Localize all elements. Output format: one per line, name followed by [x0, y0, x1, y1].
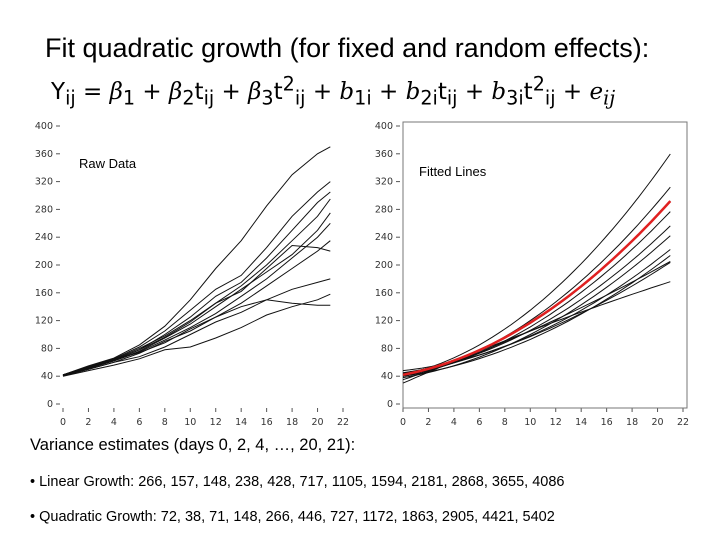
- x-tick-label: 2: [425, 417, 431, 428]
- x-tick-label: 10: [524, 417, 536, 428]
- series-line: [62, 240, 331, 377]
- y-tick-label: 280: [35, 204, 53, 215]
- series-line: [62, 222, 331, 376]
- x-tick-label: 20: [311, 417, 323, 428]
- series-line: [402, 211, 671, 377]
- series-line: [62, 181, 331, 376]
- x-tick-label: 14: [575, 417, 587, 428]
- y-tick-label: 400: [375, 121, 393, 132]
- series-line: [402, 255, 671, 377]
- series-line: [62, 244, 331, 376]
- series-line: [402, 186, 671, 377]
- y-tick-label: 240: [35, 232, 53, 243]
- x-tick-label: 8: [162, 417, 168, 428]
- y-tick-label: 80: [41, 343, 53, 354]
- y-tick-label: 240: [375, 232, 393, 243]
- y-tick-label: 0: [47, 399, 53, 410]
- mean-fit-line: [402, 200, 672, 377]
- x-tick-label: 10: [184, 417, 196, 428]
- x-tick-label: 16: [601, 417, 613, 428]
- x-tick-label: 12: [550, 417, 562, 428]
- panel-label: Fitted Lines: [419, 164, 487, 179]
- x-tick-label: 22: [677, 417, 689, 428]
- y-tick-label: 160: [375, 288, 393, 299]
- fitted-lines-chart: 0 40 80 120 160 200 240 280 320 360 400 0 2 4 6 8 10 12 14…: [375, 121, 689, 428]
- x-tick-label: 16: [261, 417, 273, 428]
- slide-title: Fit quadratic growth (for fixed and rand…: [45, 30, 705, 116]
- series-line: [402, 235, 671, 379]
- series-line: [62, 212, 331, 376]
- x-tick-label: 4: [111, 417, 117, 428]
- y-tick-label: 320: [35, 177, 53, 188]
- y-tick-label: 80: [381, 343, 393, 354]
- model-equation: Yij = β1 + β2tij + β3t2ij + b1i + b2itij…: [51, 72, 616, 110]
- series-line: [402, 153, 671, 376]
- y-tick-label: 360: [35, 149, 53, 160]
- x-tick-label: 0: [60, 417, 66, 428]
- series-line: [62, 293, 331, 377]
- x-tick-label: 18: [626, 417, 638, 428]
- series-line: [402, 281, 671, 384]
- quadratic-variance-bullet: • Quadratic Growth: 72, 38, 71, 148, 266…: [30, 509, 555, 525]
- y-tick-label: 0: [387, 399, 393, 410]
- series-line: [62, 146, 331, 376]
- x-tick-label: 0: [400, 417, 406, 428]
- y-tick-label: 280: [375, 204, 393, 215]
- y-tick-label: 160: [35, 288, 53, 299]
- panel-label: Raw Data: [79, 156, 137, 171]
- x-tick-label: 20: [651, 417, 663, 428]
- series-line: [402, 249, 671, 372]
- y-tick-label: 320: [375, 177, 393, 188]
- y-tick-label: 40: [41, 371, 53, 382]
- y-tick-label: 120: [35, 316, 53, 327]
- title-text: Fit quadratic growth (for fixed and rand…: [45, 33, 650, 63]
- x-tick-label: 6: [136, 417, 142, 428]
- series-line: [62, 198, 331, 376]
- y-tick-label: 120: [375, 316, 393, 327]
- linear-variance-bullet: • Linear Growth: 266, 157, 148, 238, 428…: [30, 474, 565, 490]
- y-tick-label: 360: [375, 149, 393, 160]
- x-tick-label: 8: [502, 417, 508, 428]
- series-line: [402, 225, 671, 374]
- x-tick-label: 2: [85, 417, 91, 428]
- y-tick-label: 400: [35, 121, 53, 132]
- y-tick-label: 200: [35, 260, 53, 271]
- x-tick-label: 6: [476, 417, 482, 428]
- y-tick-label: 200: [375, 260, 393, 271]
- x-tick-label: 18: [286, 417, 298, 428]
- variance-heading: Variance estimates (days 0, 2, 4, …, 20,…: [30, 436, 356, 454]
- series-line: [62, 191, 331, 376]
- plot-frame: [402, 121, 688, 409]
- raw-data-chart: 0 40 80 120 160 200 240 280 320 360 400 0 2 4 6 8 10 12 14…: [35, 121, 349, 428]
- x-tick-label: 12: [210, 417, 222, 428]
- x-tick-label: 4: [451, 417, 457, 428]
- y-tick-label: 40: [381, 371, 393, 382]
- series-line: [62, 299, 331, 376]
- x-tick-label: 14: [235, 417, 247, 428]
- x-tick-label: 22: [337, 417, 349, 428]
- series-line: [62, 278, 331, 376]
